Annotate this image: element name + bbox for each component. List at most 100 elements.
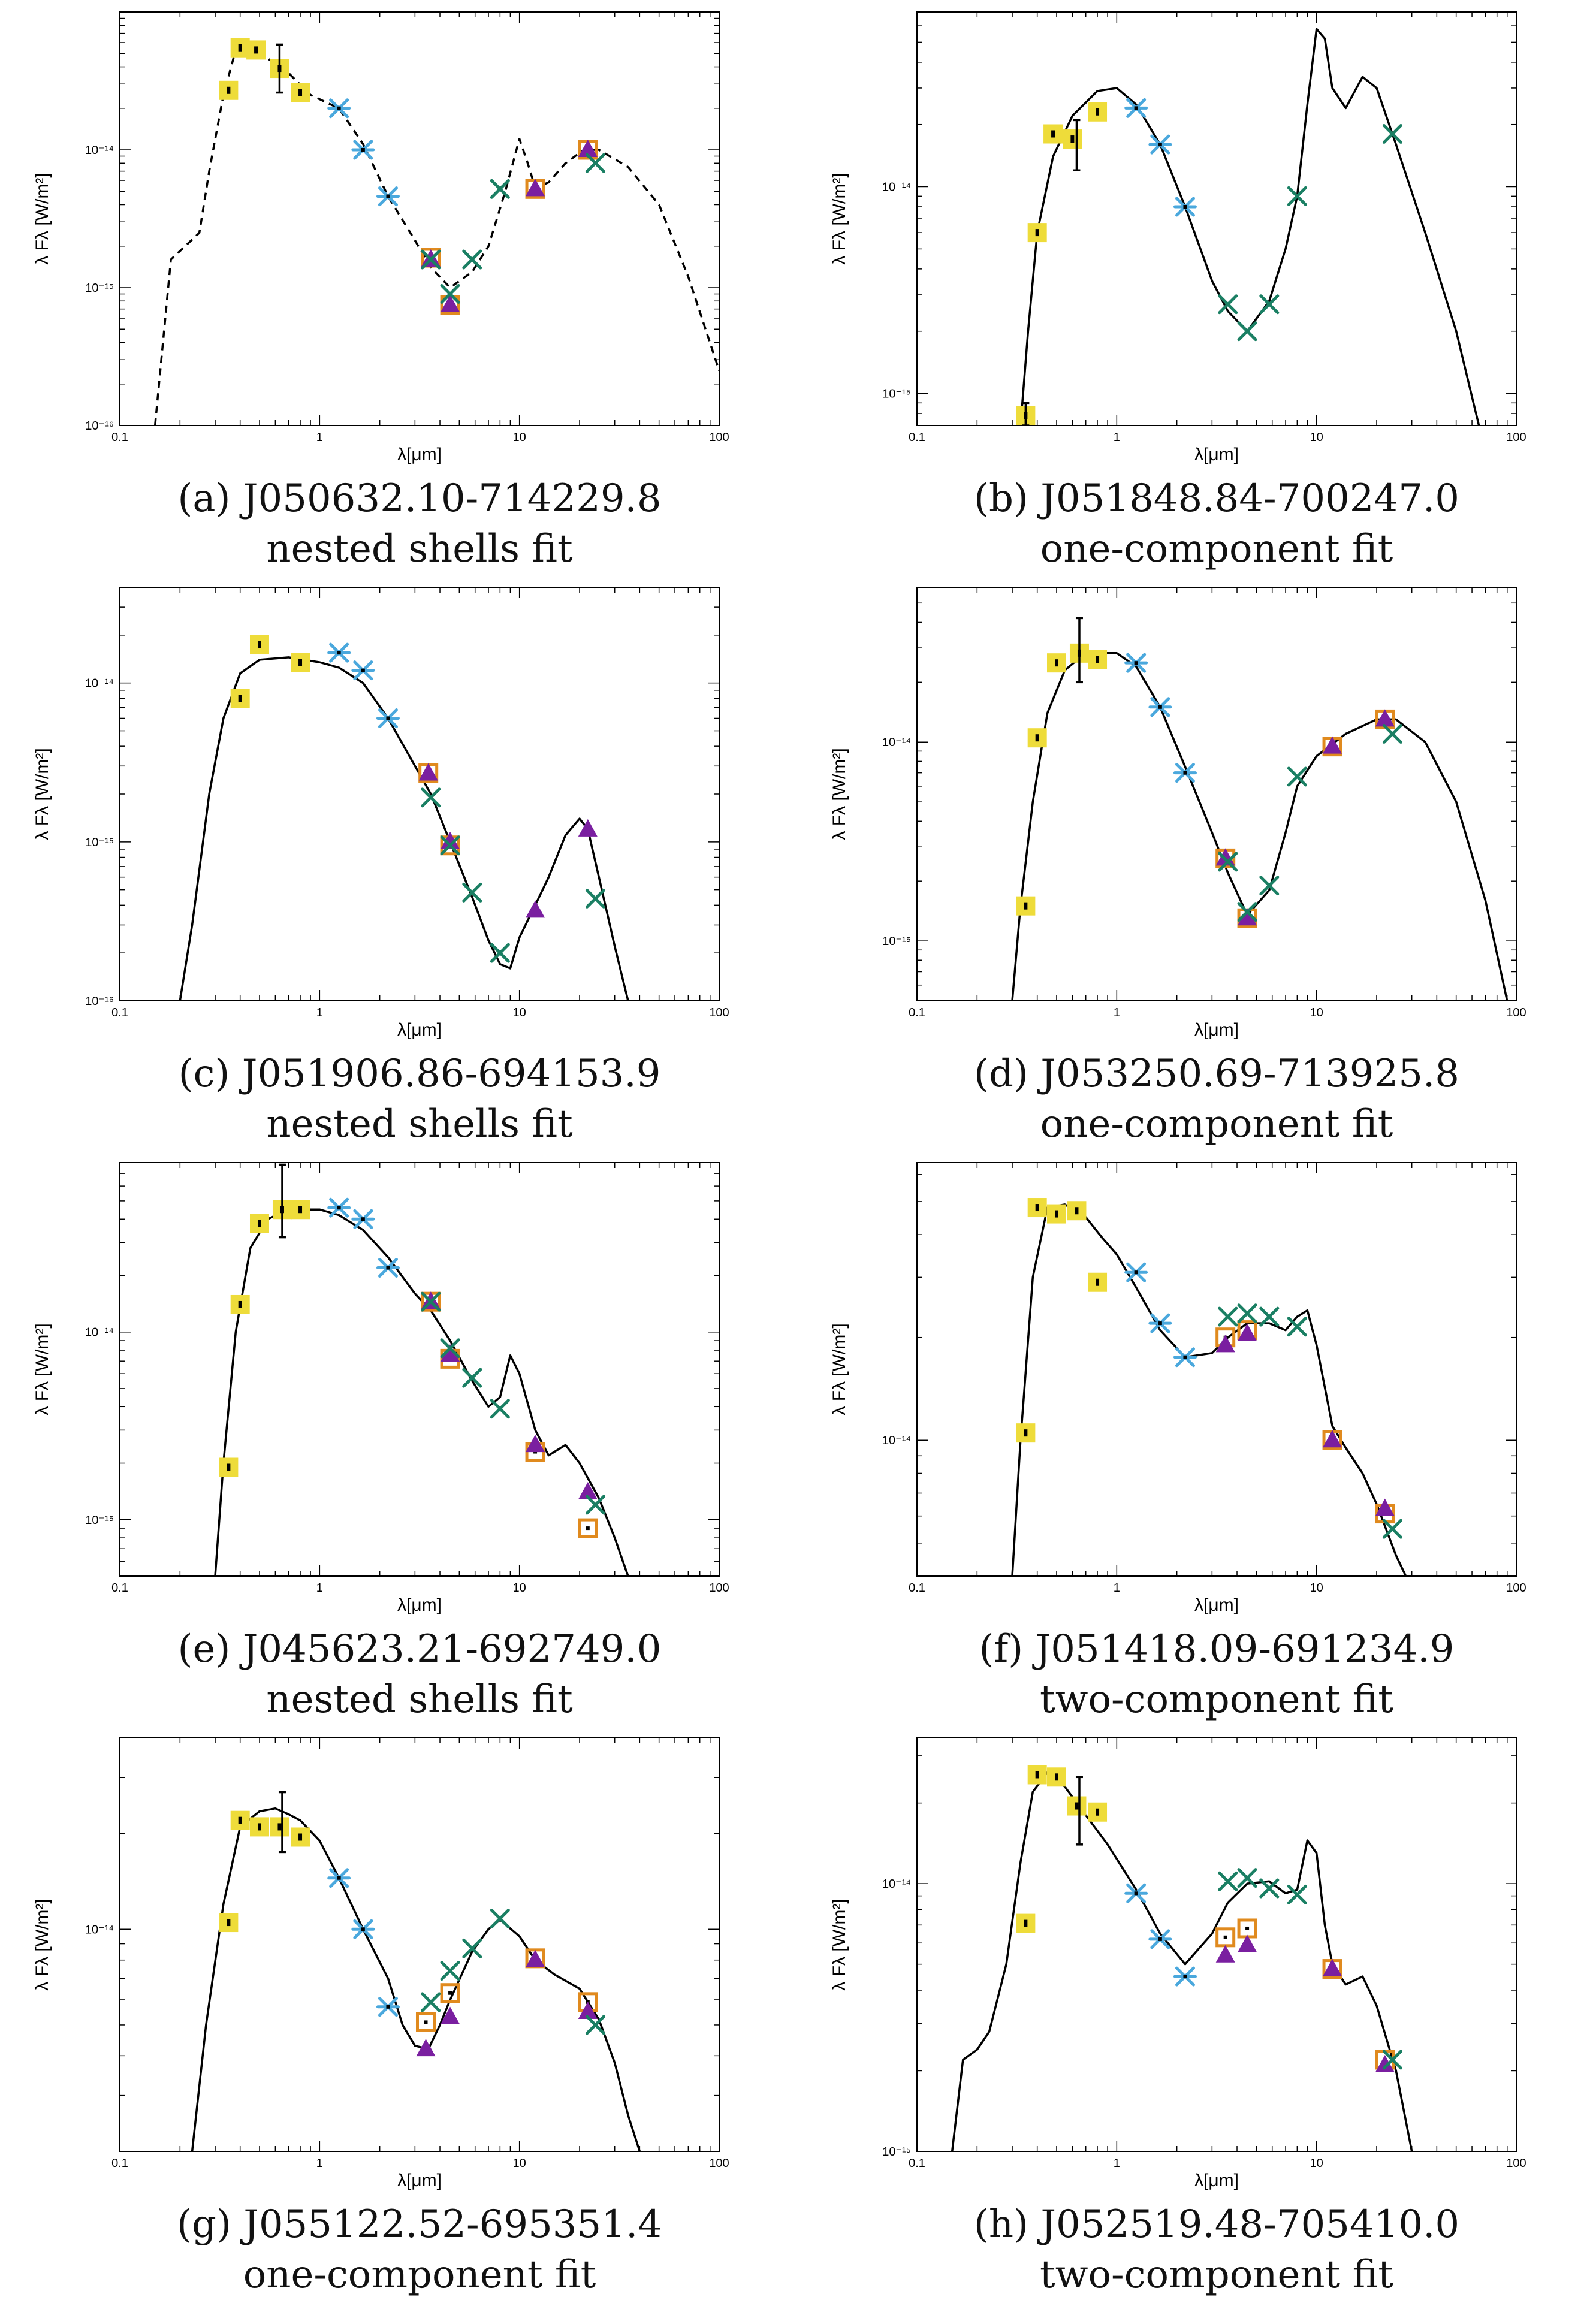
model-photometry-triangle [578, 1482, 598, 1500]
chart-panel: 0.1 1 10 100 10⁻¹⁶ 10⁻¹⁵ 10⁻¹⁴ λ[μm] λ Fλ [W/m²]… [0, 0, 779, 571]
irac-photometry-point [440, 835, 460, 856]
sed-plot: 0.1 1 10 100 10⁻¹⁴ λ[μm] λ Fλ [W/m²] [32, 1737, 729, 2190]
model-photometry-triangle [416, 2039, 436, 2057]
panel-caption-subtitle: one-component fit [1040, 527, 1393, 571]
y-tick-label: 10⁻¹⁴ [882, 1878, 911, 1891]
model-photometry-triangle [1375, 709, 1395, 727]
error-bar [1075, 617, 1083, 684]
model-photometry-triangle [441, 831, 460, 849]
sed-plot: 0.1 1 10 100 10⁻¹⁶ 10⁻¹⁵ 10⁻¹⁴ λ[μm] λ Fλ [W/m²] [32, 587, 729, 1040]
y-axis-label: λ Fλ [W/m²] [32, 173, 52, 264]
model-photometry-triangle [1238, 908, 1257, 926]
irac-photometry-point [585, 1495, 605, 1515]
x-tick-label: 0.1 [111, 1006, 128, 1019]
chart-panel: 0.1 1 10 100 10⁻¹⁶ 10⁻¹⁵ 10⁻¹⁴ λ[μm] λ Fλ [W/m²]… [0, 575, 779, 1146]
irac-photometry-point [421, 787, 441, 808]
x-tick-label: 1 [1114, 1581, 1120, 1595]
model-photometry-triangle [441, 2006, 460, 2024]
model-photometry-triangle [578, 140, 598, 157]
model-photometry-triangle [1375, 1498, 1395, 1516]
model-photometry-triangle [526, 1949, 545, 1967]
y-axis-label: λ Fλ [W/m²] [32, 748, 52, 840]
synthetic-photometry-box [415, 2012, 436, 2032]
irac-photometry-point [1218, 294, 1238, 315]
irac-photometry-point [1237, 1303, 1257, 1324]
model-sed-curve [214, 1208, 629, 1576]
x-tick-label: 0.1 [909, 1581, 925, 1595]
irac-photometry-point [1218, 1306, 1238, 1327]
x-tick-label: 0.1 [909, 2157, 925, 2170]
model-sed-curve [1019, 28, 1480, 425]
x-tick-label: 1 [1114, 1006, 1120, 1019]
model-photometry-triangle [578, 819, 598, 837]
model-photometry-triangle [441, 294, 460, 312]
chart-panel: 0.1 1 10 100 10⁻¹⁴ λ[μm] λ Fλ [W/m²] (g) J05512… [0, 1726, 779, 2297]
y-tick-label: 10⁻¹⁴ [882, 736, 911, 749]
x-tick-label: 100 [709, 1581, 729, 1595]
model-photometry-triangle [1238, 1323, 1257, 1341]
y-tick-label: 10⁻¹⁴ [85, 677, 114, 690]
panel-caption-subtitle: one-component fit [1040, 1102, 1393, 1146]
model-photometry-triangle [526, 179, 545, 197]
y-tick-label: 10⁻¹⁴ [85, 144, 114, 157]
x-tick-label: 10 [513, 431, 526, 444]
plot-frame [916, 1737, 1517, 2152]
x-tick-label: 100 [1506, 2157, 1526, 2170]
x-tick-label: 100 [709, 431, 729, 444]
x-tick-label: 1 [316, 1581, 323, 1595]
panel-caption: (a) J050632.10-714229.8 nested shells fit [120, 473, 719, 574]
irac-photometry-point [1259, 1878, 1280, 1899]
panel-caption: (f) J051418.09-691234.9 two-component fit [917, 1624, 1516, 1725]
y-axis-label: λ Fλ [W/m²] [829, 173, 849, 264]
irac-photometry-point [490, 179, 510, 199]
y-tick-label: 10⁻¹⁵ [85, 836, 114, 849]
irac-photometry-point [1259, 294, 1280, 315]
chart-panel: 0.1 1 10 100 10⁻¹⁴ λ[μm] λ Fλ [W/m²] (f) J05141… [797, 1151, 1576, 1722]
panel-caption: (g) J055122.52-695351.4 one-component fit [120, 2199, 719, 2300]
panel-caption-label: (a) J050632.10-714229.8 [177, 476, 662, 521]
x-tick-label: 100 [1506, 1581, 1526, 1595]
chart-panel: 0.1 1 10 100 10⁻¹⁵ 10⁻¹⁴ λ[μm] λ Fλ [W/m²] (e) J… [0, 1151, 779, 1722]
panel-caption: (e) J045623.21-692749.0 nested shells fit [120, 1624, 719, 1725]
irac-photometry-point [421, 1291, 441, 1312]
irac-photometry-point [440, 1338, 460, 1359]
x-axis-label: λ[μm] [397, 2171, 442, 2190]
error-bar [1022, 402, 1030, 425]
model-photometry-triangle [1323, 1430, 1342, 1448]
x-tick-label: 100 [709, 2157, 729, 2170]
panel-caption-subtitle: two-component fit [1040, 2253, 1393, 2297]
plot-frame [119, 11, 720, 426]
error-bar [1073, 119, 1081, 171]
panel-caption-subtitle: one-component fit [243, 2253, 596, 2297]
irac-photometry-point [462, 1938, 482, 1958]
panel-caption-label: (f) J051418.09-691234.9 [979, 1627, 1455, 1671]
y-axis-label: λ Fλ [W/m²] [829, 1899, 849, 1990]
x-axis-label: λ[μm] [1194, 1595, 1239, 1615]
plot-frame [916, 1162, 1517, 1577]
x-tick-label: 10 [513, 1006, 526, 1019]
panel-caption-subtitle: nested shells fit [266, 527, 573, 571]
model-photometry-triangle [526, 1435, 545, 1453]
plot-frame [119, 1737, 720, 2152]
x-tick-label: 100 [1506, 431, 1526, 444]
model-photometry-triangle [1375, 2055, 1395, 2073]
x-tick-label: 10 [1310, 1006, 1323, 1019]
panel-caption-subtitle: nested shells fit [266, 1102, 573, 1146]
irac-photometry-point [421, 1992, 441, 2012]
irac-photometry-point [1287, 1884, 1307, 1904]
y-tick-label: 10⁻¹⁵ [85, 282, 114, 295]
sed-plot: 0.1 1 10 100 10⁻¹⁵ 10⁻¹⁴ λ[μm] λ Fλ [W/m²] [32, 1162, 729, 1615]
y-tick-label: 10⁻¹⁶ [85, 419, 114, 433]
irac-photometry-point [1382, 1519, 1402, 1539]
y-axis-label: λ Fλ [W/m²] [829, 748, 849, 840]
irac-photometry-point [1287, 1317, 1307, 1337]
irac-photometry-point [490, 943, 510, 963]
panel-caption-label: (g) J055122.52-695351.4 [177, 2202, 662, 2247]
y-tick-label: 10⁻¹⁴ [882, 1434, 911, 1447]
panel-caption-label: (e) J045623.21-692749.0 [177, 1627, 662, 1671]
x-tick-label: 0.1 [111, 431, 128, 444]
chart-panel: 0.1 1 10 100 10⁻¹⁵ 10⁻¹⁴ λ[μm] λ Fλ [W/m²] (b) J… [797, 0, 1576, 571]
irac-photometry-point [1237, 1868, 1257, 1888]
x-axis-label: λ[μm] [1194, 445, 1239, 464]
x-axis-label: λ[μm] [397, 1020, 442, 1040]
